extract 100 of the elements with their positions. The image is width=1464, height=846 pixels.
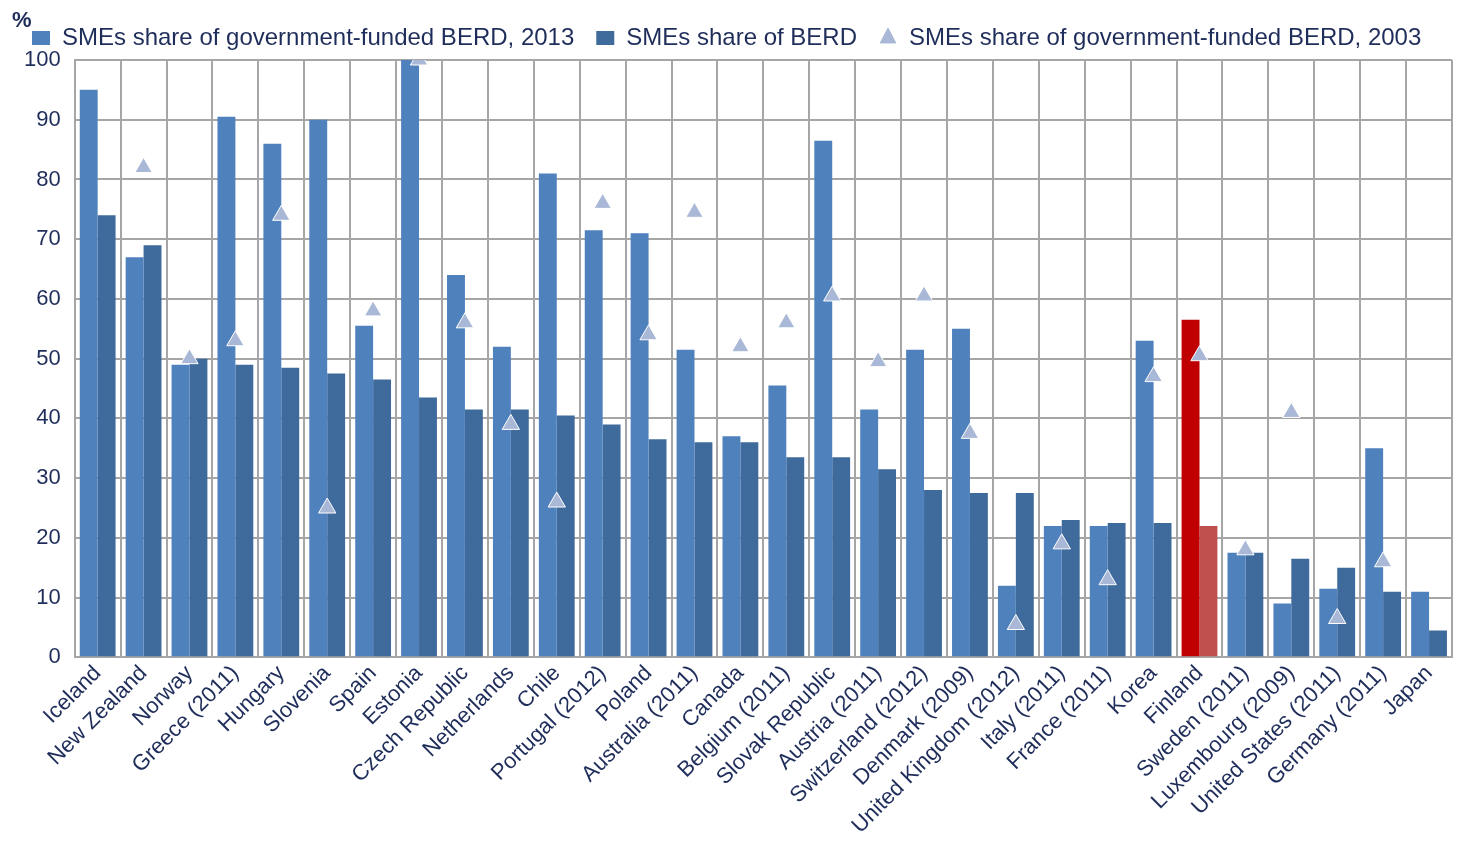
bar [952, 328, 970, 657]
y-tick-label: 20 [36, 523, 61, 549]
point [363, 300, 383, 317]
bar [768, 385, 787, 657]
point [501, 413, 521, 430]
point [134, 157, 153, 174]
legend-label: SMEs share of BERD [626, 22, 858, 50]
bar [125, 257, 144, 657]
bar [1411, 591, 1430, 657]
bar [1153, 522, 1172, 657]
y-tick-label: 70 [36, 225, 61, 251]
bar [464, 409, 483, 657]
bar [309, 119, 328, 657]
point [777, 312, 796, 329]
bar [722, 436, 741, 657]
bar [492, 346, 511, 657]
bar [997, 585, 1016, 657]
bar [630, 233, 649, 657]
bar [97, 215, 116, 657]
point [1282, 401, 1301, 418]
bar [217, 116, 236, 657]
bar [1337, 567, 1356, 657]
bar [860, 409, 879, 657]
bar [924, 490, 942, 657]
bar [1061, 519, 1080, 657]
point [639, 324, 658, 341]
y-tick-label: 100 [23, 46, 61, 72]
y-tick-label: 80 [36, 165, 61, 191]
bar [878, 469, 897, 657]
bar [401, 60, 420, 657]
bar [1383, 591, 1402, 657]
bar [906, 349, 925, 657]
y-axis-title: % [12, 7, 32, 33]
bar [1199, 525, 1218, 657]
bar [263, 143, 282, 657]
point [1098, 569, 1117, 586]
point [685, 201, 704, 218]
point [960, 422, 980, 439]
bar [510, 409, 529, 657]
bar [1043, 525, 1062, 657]
y-tick-label: 90 [36, 105, 61, 131]
point [1190, 345, 1209, 362]
bar [556, 415, 575, 657]
bar [584, 230, 603, 657]
bar [1245, 552, 1264, 657]
bar [1319, 588, 1338, 657]
bar [538, 173, 557, 657]
bar [189, 358, 208, 657]
point [731, 336, 750, 353]
point [593, 192, 612, 209]
bar [1135, 340, 1154, 657]
point [547, 491, 566, 508]
point [1144, 366, 1163, 383]
bar [1227, 552, 1246, 657]
y-tick-label: 0 [48, 643, 61, 669]
bar [740, 442, 759, 657]
y-tick-label: 40 [36, 404, 61, 430]
bar [79, 89, 98, 657]
bar [171, 364, 190, 657]
bar [1015, 493, 1034, 657]
point [1328, 608, 1347, 625]
bar [143, 245, 162, 657]
point [318, 497, 337, 514]
point [1236, 539, 1255, 556]
bar [602, 424, 621, 657]
bar [419, 397, 437, 657]
bar [235, 364, 254, 657]
point [1373, 551, 1393, 568]
bar [1291, 558, 1310, 657]
point [914, 285, 934, 302]
bar [1089, 525, 1108, 657]
legend-label: SMEs share of government-funded BERD, 2013 [62, 22, 575, 50]
point [1052, 533, 1071, 550]
y-tick-label: 60 [36, 285, 61, 310]
bar [786, 457, 805, 657]
point [868, 351, 888, 368]
bar [676, 349, 695, 657]
bar [694, 442, 713, 657]
bar [1107, 522, 1126, 657]
bar [814, 140, 833, 657]
point [272, 204, 291, 221]
bar [1181, 319, 1200, 657]
legend-label: SMEs share of government-funded BERD, 2003 [909, 22, 1422, 50]
y-tick-label: 10 [36, 583, 61, 609]
bar [1273, 603, 1292, 657]
bar [327, 373, 346, 657]
bar [373, 379, 392, 657]
bar [355, 325, 374, 657]
bar [281, 367, 300, 657]
point [455, 312, 475, 329]
bar [447, 275, 465, 657]
y-tick-label: 30 [36, 464, 61, 490]
point [180, 348, 199, 365]
bar [1365, 448, 1384, 657]
bar [969, 493, 988, 657]
y-tick-label: 50 [36, 344, 61, 370]
bar [832, 457, 851, 657]
point [823, 285, 842, 302]
point [226, 330, 245, 347]
point [1006, 614, 1026, 630]
